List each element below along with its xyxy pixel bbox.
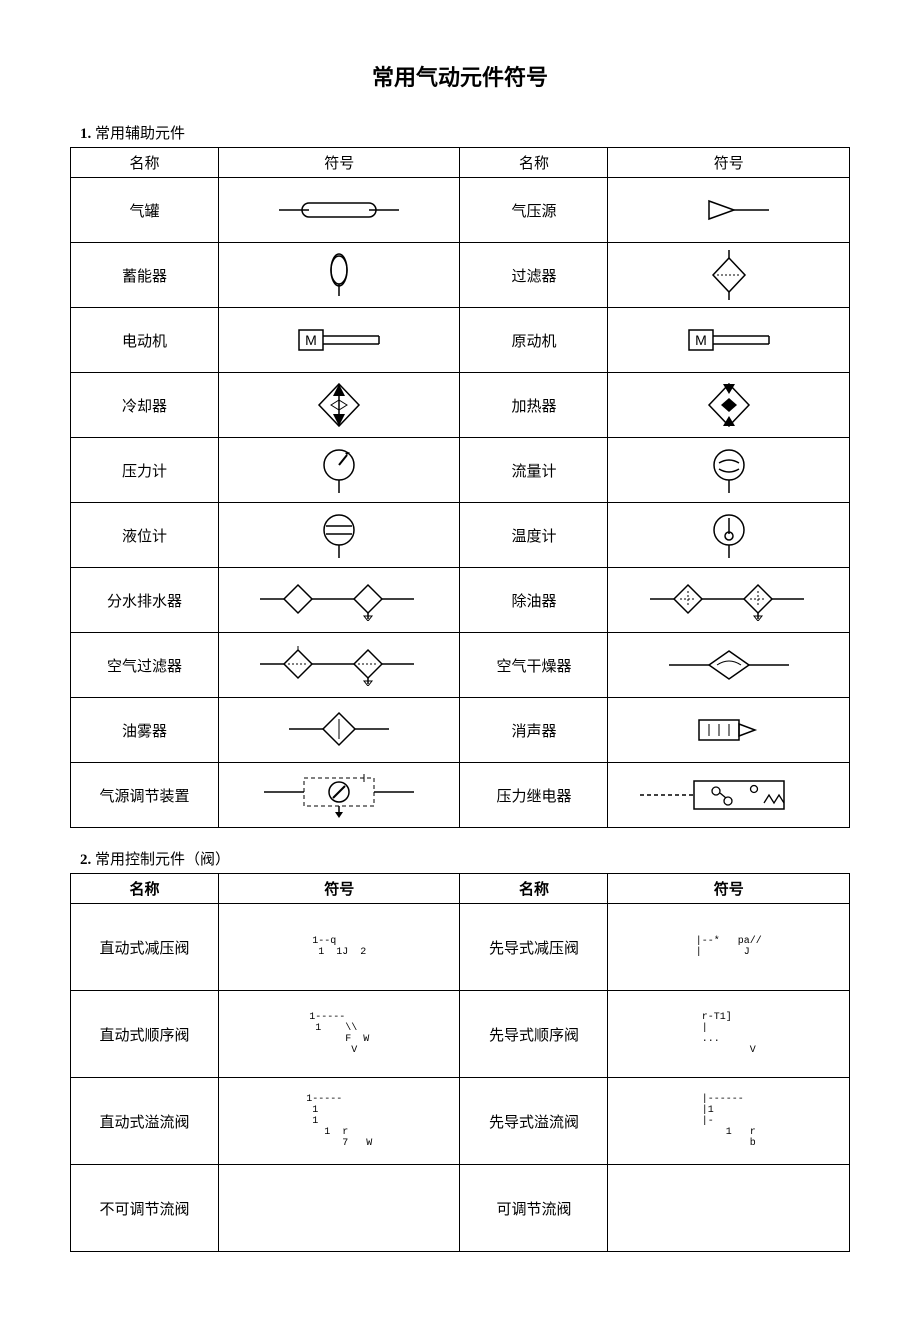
col-name1: 名称 — [71, 874, 219, 904]
cell-name: 可调节流阀 — [460, 1165, 608, 1252]
symbol-air-filter — [219, 633, 460, 698]
symbol-oil-remover — [608, 568, 850, 633]
svg-text:M: M — [305, 332, 317, 348]
table-row: 不可调节流阀 可调节流阀 — [71, 1165, 850, 1252]
cell-name: 消声器 — [460, 698, 608, 763]
cell-name: 温度计 — [460, 503, 608, 568]
table-row: 液位计 温度计 — [71, 503, 850, 568]
section1-num: 1. — [80, 126, 91, 142]
cell-name: 油雾器 — [71, 698, 219, 763]
symbol-pressure-gauge — [219, 438, 460, 503]
symbol-filter — [608, 243, 850, 308]
symbol-thermometer — [608, 503, 850, 568]
aux-components-table: 名称 符号 名称 符号 气罐 气压源 蓄能器 — [70, 147, 850, 828]
col-sym1: 符号 — [219, 874, 460, 904]
table-row: 直动式顺序阀 1----- 1 \\ F W V 先导式顺序阀 r-T1] | … — [71, 991, 850, 1078]
control-components-table: 名称 符号 名称 符号 直动式减压阀 1--q 1 1J 2 先导式减压阀 |-… — [70, 873, 850, 1252]
cell-name: 过滤器 — [460, 243, 608, 308]
page-title: 常用气动元件符号 — [70, 60, 850, 92]
table-row: 冷却器 加热器 — [71, 373, 850, 438]
symbol-cooler — [219, 373, 460, 438]
section2-num: 2. — [80, 852, 91, 868]
cell-name: 先导式溢流阀 — [460, 1078, 608, 1165]
cell-name: 不可调节流阀 — [71, 1165, 219, 1252]
symbol-air-dryer — [608, 633, 850, 698]
cell-name: 分水排水器 — [71, 568, 219, 633]
cell-name: 直动式减压阀 — [71, 904, 219, 991]
table-row: 气源调节装置 压力继电器 — [71, 763, 850, 828]
table-row: 直动式溢流阀 1----- 1 1 1 r 7 W 先导式溢流阀 |------… — [71, 1078, 850, 1165]
symbol-flow-meter — [608, 438, 850, 503]
symbol-accumulator — [219, 243, 460, 308]
col-sym2: 符号 — [608, 148, 850, 178]
table-row: 气罐 气压源 — [71, 178, 850, 243]
cell-name: 电动机 — [71, 308, 219, 373]
cell-name: 除油器 — [460, 568, 608, 633]
cell-name: 气压源 — [460, 178, 608, 243]
table-row: 压力计 流量计 — [71, 438, 850, 503]
symbol-heater — [608, 373, 850, 438]
symbol-pilot-reducing-valve: |--* pa// | J — [608, 904, 850, 991]
cell-name: 气源调节装置 — [71, 763, 219, 828]
cell-name: 蓄能器 — [71, 243, 219, 308]
col-sym1: 符号 — [219, 148, 460, 178]
symbol-level-gauge — [219, 503, 460, 568]
col-name2: 名称 — [460, 874, 608, 904]
symbol-silencer — [608, 698, 850, 763]
symbol-fixed-throttle — [219, 1165, 460, 1252]
symbol-prime-mover: M — [608, 308, 850, 373]
cell-name: 压力计 — [71, 438, 219, 503]
symbol-pressure-source — [608, 178, 850, 243]
symbol-adjustable-throttle — [608, 1165, 850, 1252]
cell-name: 先导式减压阀 — [460, 904, 608, 991]
symbol-air-service-unit — [219, 763, 460, 828]
col-sym2: 符号 — [608, 874, 850, 904]
cell-name: 空气干燥器 — [460, 633, 608, 698]
symbol-pilot-relief-valve: |------ |1 |- 1 r b — [608, 1078, 850, 1165]
symbol-direct-sequence-valve: 1----- 1 \\ F W V — [219, 991, 460, 1078]
symbol-pressure-relay — [608, 763, 850, 828]
symbol-lubricator — [219, 698, 460, 763]
section2-text: 常用控制元件（阀） — [95, 852, 230, 868]
cell-name: 气罐 — [71, 178, 219, 243]
section2-label: 2. 常用控制元件（阀） — [80, 848, 850, 869]
cell-name: 先导式顺序阀 — [460, 991, 608, 1078]
cell-name: 冷却器 — [71, 373, 219, 438]
table-row: 电动机 M 原动机 M — [71, 308, 850, 373]
symbol-water-separator — [219, 568, 460, 633]
table-header-row: 名称 符号 名称 符号 — [71, 874, 850, 904]
cell-name: 液位计 — [71, 503, 219, 568]
cell-name: 空气过滤器 — [71, 633, 219, 698]
table-row: 空气过滤器 空气干燥器 — [71, 633, 850, 698]
svg-text:M: M — [695, 332, 707, 348]
symbol-pilot-sequence-valve: r-T1] | ... V — [608, 991, 850, 1078]
symbol-direct-reducing-valve: 1--q 1 1J 2 — [219, 904, 460, 991]
table-header-row: 名称 符号 名称 符号 — [71, 148, 850, 178]
section1-text: 常用辅助元件 — [95, 126, 185, 142]
symbol-air-tank — [219, 178, 460, 243]
cell-name: 直动式溢流阀 — [71, 1078, 219, 1165]
cell-name: 流量计 — [460, 438, 608, 503]
table-row: 油雾器 消声器 — [71, 698, 850, 763]
cell-name: 加热器 — [460, 373, 608, 438]
cell-name: 原动机 — [460, 308, 608, 373]
symbol-electric-motor: M — [219, 308, 460, 373]
col-name2: 名称 — [460, 148, 608, 178]
section1-label: 1. 常用辅助元件 — [80, 122, 850, 143]
cell-name: 压力继电器 — [460, 763, 608, 828]
cell-name: 直动式顺序阀 — [71, 991, 219, 1078]
symbol-direct-relief-valve: 1----- 1 1 1 r 7 W — [219, 1078, 460, 1165]
table-row: 蓄能器 过滤器 — [71, 243, 850, 308]
table-row: 分水排水器 除油器 — [71, 568, 850, 633]
col-name1: 名称 — [71, 148, 219, 178]
table-row: 直动式减压阀 1--q 1 1J 2 先导式减压阀 |--* pa// | J — [71, 904, 850, 991]
